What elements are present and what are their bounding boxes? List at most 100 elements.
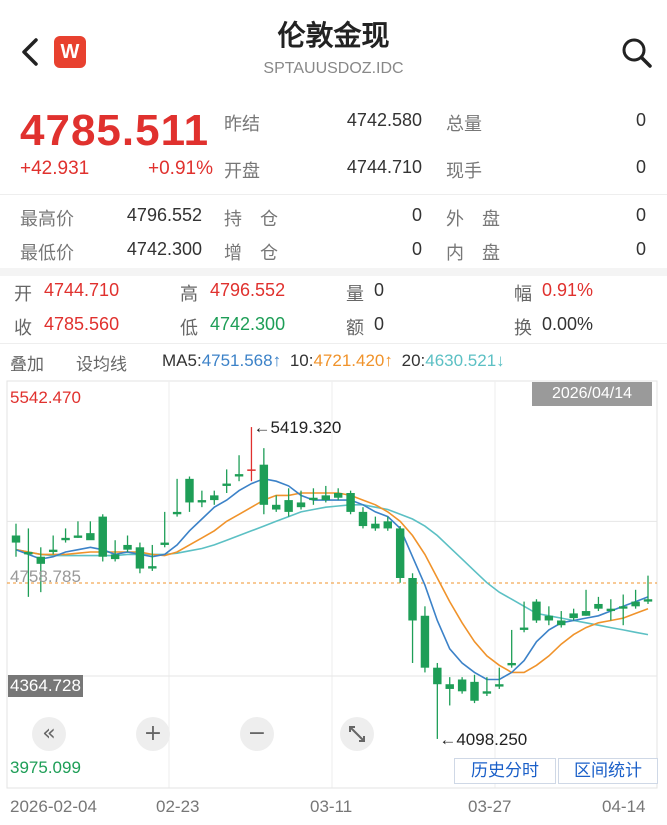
ma10-label: 10: [289, 351, 314, 370]
candle-body [333, 493, 343, 498]
candle-turnover-label: 换 [514, 318, 532, 339]
candle-body [234, 474, 244, 477]
candle-body [457, 679, 467, 692]
candle-body [371, 523, 380, 529]
candle-body [123, 544, 132, 550]
candle-body [272, 504, 281, 510]
candle-amp-label: 幅 [514, 284, 532, 305]
zoom-out-button[interactable]: − [240, 717, 274, 751]
candle-body [643, 599, 653, 602]
x-tick-label: 2026-02-04 [10, 797, 97, 816]
current-hand-value: 0 [635, 157, 646, 177]
ma20-arrow-icon: ↓ [496, 351, 505, 370]
price-change: +42.931 [20, 158, 90, 179]
candle-body [135, 547, 145, 569]
x-tick-label: 02-23 [156, 797, 199, 816]
kline-chart[interactable]: ←5419.320 ←4098.250 2026-02-04 02-23 03-11 03… [6, 380, 658, 820]
candle-body [148, 566, 157, 569]
trough-annotation: ←4098.250 [439, 730, 527, 749]
candle-body [185, 478, 194, 503]
candle-body [309, 497, 318, 501]
ma5-label: MA5: [162, 351, 202, 370]
candle-body [222, 483, 231, 486]
open-label: 开盘 [224, 161, 260, 182]
candle-body [48, 549, 58, 553]
candle-open-value: 4744.710 [44, 280, 120, 300]
search-icon [622, 38, 652, 68]
kline-svg[interactable]: ←5419.320 ←4098.250 2026-02-04 02-23 03-11 03… [6, 380, 658, 820]
candle-body [73, 535, 83, 538]
date-badge: 2026/04/14 [532, 382, 652, 406]
section-divider [0, 268, 667, 276]
candle-body [420, 615, 430, 668]
candle-body [445, 684, 454, 689]
candle-body [24, 552, 33, 555]
candle-body [569, 613, 578, 619]
prev-close-label: 昨结 [224, 114, 260, 135]
candle-body [61, 537, 70, 541]
candle-body [110, 554, 120, 560]
history-intraday-tab[interactable]: 历史分时 [454, 758, 556, 784]
candle-body [358, 511, 368, 527]
fullscreen-button[interactable] [340, 717, 374, 751]
candle-body [296, 502, 306, 508]
double-chevron-left-icon: « [42, 721, 56, 746]
candle-body [532, 601, 541, 621]
candle-low-value: 4742.300 [210, 314, 286, 334]
ma5-value: 4751.568 [201, 351, 273, 370]
candle-amount-value: 0 [374, 314, 385, 334]
ma10-arrow-icon: ↑ [384, 351, 393, 370]
ref-price-label: 4758.785 [10, 567, 81, 586]
rewind-button[interactable]: « [32, 717, 66, 751]
low-price-label: 最低价 [20, 243, 74, 264]
candle-body [210, 495, 219, 501]
x-tick-label: 04-14 [602, 797, 645, 816]
candle-body [631, 601, 640, 607]
back-button[interactable] [18, 34, 46, 70]
candle-body [557, 620, 566, 626]
candle-body [482, 691, 492, 694]
high-price-value: 4796.552 [126, 205, 202, 225]
page-title: 伦敦金现 [277, 19, 390, 52]
outer-volume-label: 外 盘 [446, 209, 500, 230]
interval-stats-tab[interactable]: 区间统计 [558, 758, 658, 784]
candle-body [581, 611, 591, 616]
current-hand-label: 现手 [446, 161, 482, 182]
ma5-line [15, 477, 649, 681]
candle-body [383, 521, 392, 529]
candle-body [160, 542, 169, 545]
set-ma-button[interactable]: 设均线 [76, 355, 127, 375]
overlay-button[interactable]: 叠加 [10, 355, 44, 375]
ma20-line [15, 504, 649, 636]
candle-body [408, 577, 417, 621]
search-button[interactable] [620, 36, 654, 70]
candle-body [619, 606, 628, 609]
candle-close-value: 4785.560 [44, 314, 120, 334]
oi-change-label: 增 仓 [224, 243, 278, 264]
candle-body [594, 603, 603, 609]
inner-volume-value: 0 [635, 239, 646, 259]
candle-amount-label: 额 [346, 318, 364, 339]
peak-annotation: ←5419.320 [253, 418, 341, 437]
x-tick-label: 03-27 [468, 797, 511, 816]
app-logo: W [54, 36, 86, 68]
candle-body [284, 500, 293, 512]
ma20-label: 20: [401, 351, 426, 370]
divider [0, 343, 667, 344]
oi-change-value: 0 [411, 239, 422, 259]
candle-body [346, 493, 355, 512]
volume-label: 总量 [446, 114, 482, 135]
outer-volume-value: 0 [635, 205, 646, 225]
open-value: 4744.710 [346, 157, 422, 177]
prev-close-value: 4742.580 [346, 110, 422, 130]
low-price-value: 4742.300 [126, 239, 202, 259]
candle-body [86, 533, 95, 541]
candle-body [519, 627, 529, 630]
candle-body [495, 684, 504, 687]
y-mid-label: 4364.728 [8, 675, 83, 697]
x-tick-label: 03-11 [310, 797, 352, 816]
candle-body [197, 500, 207, 503]
last-price: 4785.511 [20, 106, 210, 155]
high-price-label: 最高价 [20, 209, 74, 230]
zoom-in-button[interactable]: + [136, 717, 170, 751]
